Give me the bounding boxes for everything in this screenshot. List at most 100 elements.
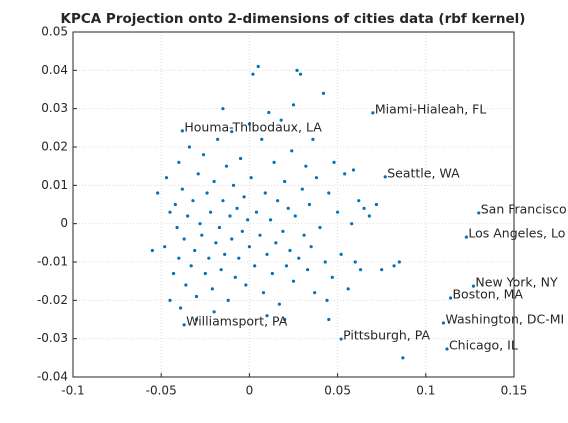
point xyxy=(346,287,350,291)
point xyxy=(198,222,202,226)
point xyxy=(358,268,363,272)
point xyxy=(293,214,297,218)
point xyxy=(286,206,290,210)
annotated-point xyxy=(182,323,186,327)
point xyxy=(374,202,379,207)
y-tick-label: 0.01 xyxy=(41,178,68,192)
point xyxy=(270,271,274,276)
point xyxy=(397,260,401,264)
annotated-point xyxy=(448,296,453,300)
point xyxy=(277,302,281,306)
point xyxy=(247,122,251,126)
x-tick-label: 0.1 xyxy=(416,384,435,398)
chart-title: KPCA Projection onto 2-dimensions of cit… xyxy=(61,11,526,27)
point xyxy=(164,176,169,180)
annotation: Houma-Thibodaux, LA xyxy=(184,119,322,134)
annotated-point xyxy=(180,129,184,133)
point xyxy=(339,252,343,256)
annotation: Williamsport, PA xyxy=(186,313,288,328)
point xyxy=(212,179,216,184)
point xyxy=(263,191,267,195)
y-tick-label: -0.02 xyxy=(37,293,68,307)
point xyxy=(214,241,218,245)
point xyxy=(350,222,354,226)
point xyxy=(318,225,322,230)
point xyxy=(208,210,213,214)
point xyxy=(297,256,301,260)
point xyxy=(380,268,384,272)
point xyxy=(351,168,356,172)
point xyxy=(251,72,255,76)
point xyxy=(180,187,184,191)
annotation: Miami-Hialeah, FL xyxy=(375,101,486,116)
point xyxy=(240,229,244,233)
point xyxy=(314,176,319,180)
annotated-point xyxy=(445,347,449,351)
axes-box xyxy=(72,31,515,378)
annotated-point xyxy=(339,337,343,341)
annotation: Seattle, WA xyxy=(387,165,460,180)
point xyxy=(238,156,243,161)
point xyxy=(267,110,271,115)
point xyxy=(226,298,230,302)
point xyxy=(283,179,287,184)
annotation: Los Angeles, Lo xyxy=(468,226,565,241)
point xyxy=(200,233,204,237)
point xyxy=(196,172,200,176)
point xyxy=(272,160,276,164)
point xyxy=(223,252,227,256)
y-tick-label: -0.03 xyxy=(37,331,68,345)
point xyxy=(279,118,283,122)
point xyxy=(268,218,273,222)
point xyxy=(288,248,292,253)
point xyxy=(254,210,259,214)
point xyxy=(265,314,269,318)
point xyxy=(230,130,234,134)
x-tick-label: 0.15 xyxy=(501,384,528,398)
point xyxy=(283,317,287,322)
y-tick-label: 0.03 xyxy=(41,101,68,115)
annotation: Washington, DC-MI xyxy=(445,311,564,326)
annotation: Boston, MA xyxy=(452,287,523,302)
point xyxy=(311,137,315,141)
point xyxy=(302,233,306,237)
point xyxy=(150,248,154,253)
point xyxy=(291,103,296,107)
point xyxy=(332,160,336,164)
point xyxy=(256,64,260,69)
point xyxy=(191,199,195,203)
plot-area xyxy=(73,32,514,377)
annotated-point xyxy=(371,111,375,115)
annotated-point xyxy=(471,284,476,288)
point xyxy=(300,187,304,191)
point xyxy=(281,229,285,233)
point xyxy=(171,271,176,276)
point xyxy=(258,233,262,237)
y-tick-label: 0.02 xyxy=(41,140,68,154)
point xyxy=(246,218,250,222)
point xyxy=(298,72,303,76)
point xyxy=(357,199,361,203)
point xyxy=(260,137,264,141)
point xyxy=(175,225,179,230)
point xyxy=(274,241,278,245)
point xyxy=(194,317,199,322)
point xyxy=(253,264,257,268)
point xyxy=(237,256,241,260)
point xyxy=(330,275,334,279)
point xyxy=(261,291,266,295)
point xyxy=(228,214,232,218)
point xyxy=(216,137,220,141)
point xyxy=(187,145,192,149)
annotation: San Francisco xyxy=(481,201,567,216)
annotation: New York, NY xyxy=(475,275,558,290)
point xyxy=(203,271,207,276)
point xyxy=(186,214,190,218)
point xyxy=(168,210,172,214)
point xyxy=(193,248,197,253)
point xyxy=(265,252,269,256)
point xyxy=(201,153,206,157)
point xyxy=(327,317,331,322)
x-tick-label: 0.05 xyxy=(324,384,351,398)
point xyxy=(309,245,313,249)
